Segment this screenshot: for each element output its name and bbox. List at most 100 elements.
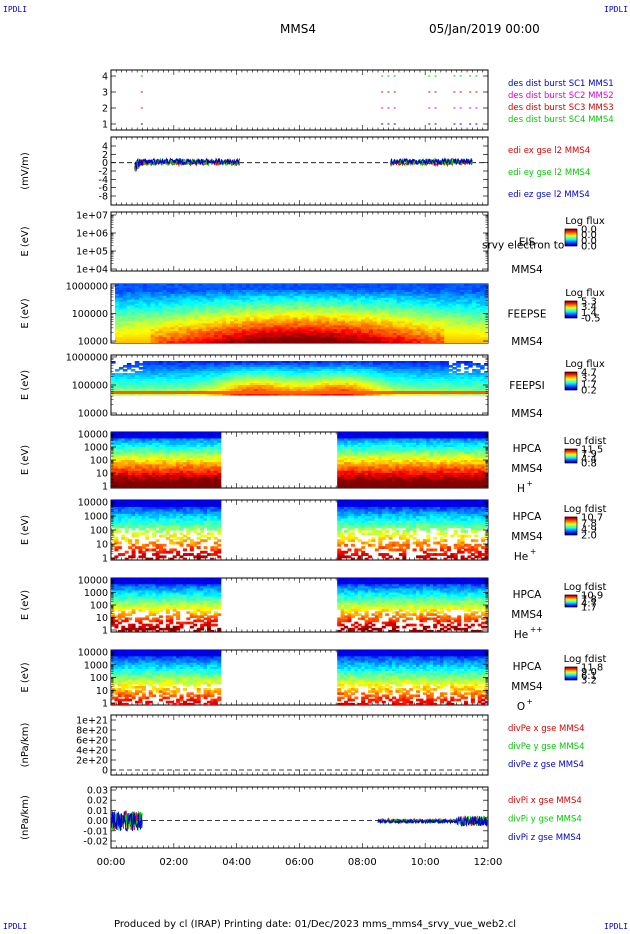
ytick-label-divpi: 0.01 bbox=[87, 806, 108, 817]
ylabel-hpca_he: E (eV) bbox=[20, 515, 31, 545]
species-label-hpca_hepp: He bbox=[514, 629, 528, 641]
edi-traces bbox=[134, 157, 473, 172]
legend-entry-burst: des dist burst SC3 MMS3 bbox=[508, 103, 614, 113]
xtick-label: 06:00 bbox=[285, 857, 314, 868]
spectrogram-hpca_o bbox=[111, 650, 488, 705]
species-charge-hpca_o: + bbox=[527, 697, 533, 706]
colorbar-tick-hpca_h: 11.5 bbox=[581, 445, 603, 456]
colorbar-tick-hpca_he: 4.9 bbox=[581, 525, 597, 536]
ytick-label-hpca_hepp: 10 bbox=[96, 613, 108, 624]
colorbar-tick-hpca_hepp: 7.8 bbox=[581, 595, 597, 606]
ytick-label-divpi: 0.02 bbox=[87, 796, 108, 807]
colorbar-title-feepsi: Log flux bbox=[565, 359, 605, 370]
xtick-label: 00:00 bbox=[97, 857, 126, 868]
panel-frame-burst bbox=[110, 69, 489, 131]
ytick-label-feepsi: 1000000 bbox=[66, 353, 108, 364]
colorbar-title-hpca_hepp: Log fdist bbox=[564, 582, 607, 593]
legend-entry-divpe: divPe z gse MMS4 bbox=[508, 760, 584, 770]
ytick-label-hpca_o: 10000 bbox=[78, 648, 108, 659]
sc-label-hpca_o: MMS4 bbox=[511, 681, 543, 693]
ytick-label-divpe: 1e+21 bbox=[76, 716, 108, 727]
colorbar-feepse bbox=[564, 300, 578, 319]
xtick-label: 04:00 bbox=[222, 857, 251, 868]
ytick-label-hpca_hepp: 10000 bbox=[78, 576, 108, 587]
sc-label-feepse: MMS4 bbox=[511, 336, 543, 348]
ytick-label-hpca_h: 10 bbox=[96, 469, 108, 480]
legend-entry-burst: des dist burst SC2 MMS2 bbox=[508, 91, 614, 101]
species-label-hpca_o: O bbox=[517, 701, 525, 713]
colorbar-tick-hpca_hepp: 10.9 bbox=[581, 591, 603, 602]
ylabel-divpi: (nPa/km) bbox=[20, 795, 31, 840]
colorbar-hpca_h bbox=[564, 448, 578, 464]
ytick-label-divpe: 0 bbox=[102, 766, 108, 777]
colorbar-tick-feepsi: 3.2 bbox=[581, 374, 597, 385]
instrument-label-hpca_hepp: HPCA bbox=[513, 589, 543, 601]
colorbar-tick-hpca_hepp: 1.7 bbox=[581, 603, 597, 614]
ytick-label-hpca_he: 10 bbox=[96, 540, 108, 551]
colorbar-title-hpca_h: Log fdist bbox=[564, 436, 607, 447]
species-label-hpca_he: He bbox=[514, 551, 528, 563]
ytick-label-burst: 2 bbox=[102, 104, 108, 115]
instrument-label-eis: EIS bbox=[519, 237, 536, 249]
legend-entry-edi: edi ey gse l2 MMS4 bbox=[508, 168, 590, 178]
colorbar-title-hpca_o: Log fdist bbox=[564, 654, 607, 665]
legend-entry-edi: edi ez gse l2 MMS4 bbox=[508, 190, 590, 200]
ytick-label-hpca_h: 100 bbox=[90, 456, 108, 467]
colorbar-hpca_hepp bbox=[564, 594, 578, 608]
instrument-label-hpca_o: HPCA bbox=[513, 661, 543, 673]
instrument-label-hpca_h: HPCA bbox=[513, 443, 543, 455]
ytick-label-feepse: 10000 bbox=[78, 337, 108, 348]
spectrogram-feepse bbox=[114, 284, 488, 343]
ytick-label-edi: 0 bbox=[102, 158, 108, 169]
colorbar-tick-hpca_h: 7.9 bbox=[581, 449, 597, 460]
ytick-label-edi: 2 bbox=[102, 150, 108, 161]
colorbar-tick-feepse: 3.4 bbox=[581, 302, 597, 313]
ytick-label-hpca_h: 10000 bbox=[78, 430, 108, 441]
colorbar-tick-hpca_h: 4.4 bbox=[581, 454, 597, 465]
colorbar-tick-hpca_o: 9.0 bbox=[581, 667, 597, 678]
colorbar-tick-feepse: 5.3 bbox=[581, 297, 597, 308]
legend-entry-burst: des dist burst SC1 MMS1 bbox=[508, 79, 614, 89]
spectrogram-feepsi bbox=[111, 361, 488, 396]
ytick-label-divpe: 4e+20 bbox=[76, 746, 108, 757]
ytick-label-hpca_h: 1000 bbox=[84, 443, 108, 454]
ytick-label-feepse: 1000000 bbox=[66, 282, 108, 293]
legend-entry-edi: edi ex gse l2 MMS4 bbox=[508, 146, 590, 156]
species-label-hpca_h: H bbox=[517, 483, 525, 495]
panel-frame-edi bbox=[110, 136, 489, 206]
plot-date: 05/Jan/2019 00:00 bbox=[429, 22, 540, 36]
ytick-label-divpi: -0.02 bbox=[83, 837, 108, 848]
ylabel-feepse: E (eV) bbox=[20, 298, 31, 328]
xtick-label: 12:00 bbox=[474, 857, 503, 868]
ytick-label-divpi: 0.03 bbox=[87, 786, 108, 797]
colorbar-tick-hpca_he: 2.0 bbox=[581, 531, 597, 542]
ytick-label-hpca_he: 1 bbox=[102, 554, 108, 565]
ylabel-hpca_hepp: E (eV) bbox=[20, 590, 31, 620]
ytick-label-divpe: 2e+20 bbox=[76, 756, 108, 767]
eis-overlay-label: srvy electron to bbox=[482, 240, 564, 252]
ytick-label-divpe: 8e+20 bbox=[76, 726, 108, 737]
ytick-label-hpca_o: 100 bbox=[90, 673, 108, 684]
ytick-label-divpe: 6e+20 bbox=[76, 736, 108, 747]
ytick-label-burst: 4 bbox=[102, 72, 108, 83]
colorbar-feepsi bbox=[564, 371, 578, 391]
ytick-label-burst: 3 bbox=[102, 88, 108, 99]
instrument-label-hpca_he: HPCA bbox=[513, 511, 543, 523]
ytick-label-feepsi: 100000 bbox=[72, 381, 108, 392]
colorbar-tick-eis: 0.0 bbox=[581, 230, 597, 241]
ytick-label-eis: 1e+07 bbox=[76, 211, 108, 222]
panel-frame-divpi bbox=[110, 786, 489, 849]
colorbar-tick-feepse: -0.5 bbox=[581, 314, 601, 325]
ytick-label-eis: 1e+06 bbox=[76, 229, 108, 240]
ytick-label-hpca_o: 10 bbox=[96, 686, 108, 697]
mission-title: MMS4 bbox=[280, 22, 316, 36]
ytick-label-hpca_he: 100 bbox=[90, 526, 108, 537]
colorbar-tick-feepsi: 1.7 bbox=[581, 380, 597, 391]
xtick-label: 08:00 bbox=[348, 857, 377, 868]
legend-entry-divpi: divPi x gse MMS4 bbox=[508, 796, 582, 806]
sc-label-feepsi: MMS4 bbox=[511, 408, 543, 420]
panel-frame-eis bbox=[110, 211, 489, 272]
ytick-label-hpca_h: 1 bbox=[102, 482, 108, 493]
ytick-label-eis: 1e+05 bbox=[76, 247, 108, 258]
colorbar-title-eis: Log flux bbox=[565, 216, 605, 227]
